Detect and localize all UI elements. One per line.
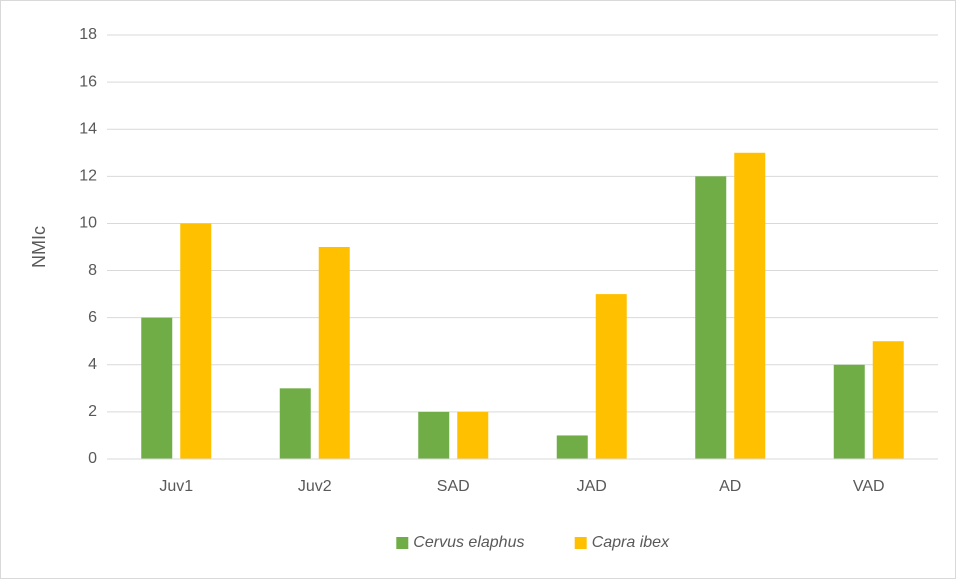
y-tick-label: 0 bbox=[88, 450, 97, 467]
bar bbox=[872, 341, 904, 459]
bar bbox=[141, 317, 173, 459]
x-tick-label: Juv1 bbox=[159, 478, 193, 495]
y-tick-label: 16 bbox=[79, 73, 97, 90]
x-tick-label: Juv2 bbox=[298, 478, 332, 495]
bar bbox=[595, 294, 627, 459]
bar bbox=[734, 152, 766, 459]
bar bbox=[279, 388, 311, 459]
y-tick-label: 6 bbox=[88, 309, 97, 326]
x-tick-label: SAD bbox=[437, 478, 470, 495]
legend-label: Cervus elaphus bbox=[413, 534, 524, 551]
bar bbox=[556, 435, 588, 459]
y-tick-label: 12 bbox=[79, 168, 97, 185]
bar bbox=[695, 176, 727, 460]
y-tick-label: 14 bbox=[79, 120, 97, 137]
x-tick-label: VAD bbox=[853, 478, 885, 495]
y-tick-label: 2 bbox=[88, 403, 97, 420]
y-tick-label: 18 bbox=[79, 26, 97, 43]
bar bbox=[180, 223, 212, 459]
bar bbox=[418, 411, 450, 459]
y-tick-label: 4 bbox=[88, 356, 97, 373]
x-tick-label: AD bbox=[719, 478, 741, 495]
y-tick-label: 10 bbox=[79, 215, 97, 232]
legend-swatch bbox=[396, 537, 409, 549]
bar bbox=[318, 247, 350, 459]
legend-label: Capra ibex bbox=[592, 534, 670, 551]
y-axis-label: NMIc bbox=[29, 226, 49, 268]
y-tick-label: 8 bbox=[88, 262, 97, 279]
legend-swatch bbox=[574, 537, 587, 549]
bar bbox=[833, 364, 865, 459]
bar bbox=[457, 411, 489, 459]
x-tick-label: JAD bbox=[577, 478, 607, 495]
